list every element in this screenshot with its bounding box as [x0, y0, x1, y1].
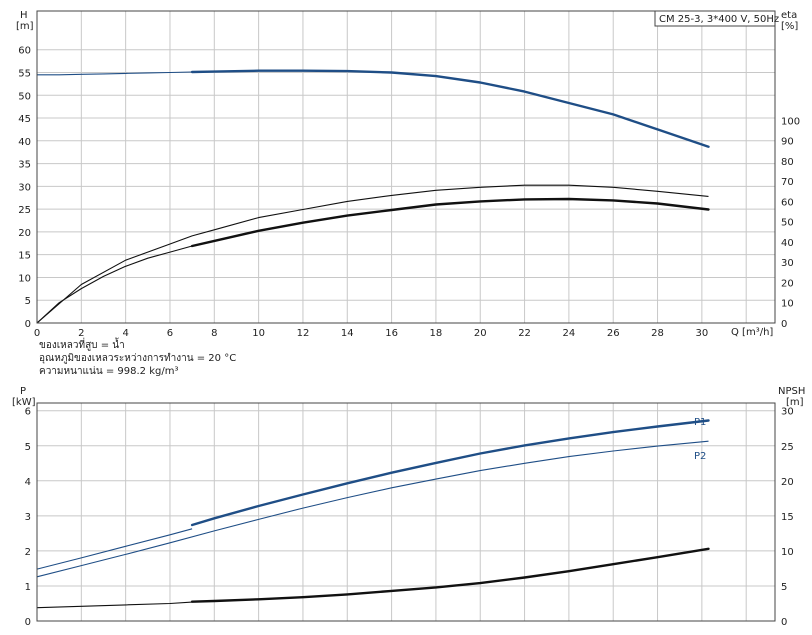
- chart-title: CM 25-3, 3*400 V, 50Hz: [659, 14, 779, 25]
- p1-curve-thin: [36, 528, 193, 570]
- x-tick-label: 26: [607, 328, 620, 339]
- left-tick-label: 4: [25, 477, 31, 488]
- right-tick-label: 70: [781, 177, 794, 188]
- x-tick-label: 18: [430, 328, 443, 339]
- x-tick-label: 16: [385, 328, 398, 339]
- top-plot-grid: [37, 11, 775, 323]
- x-tick-label: 22: [518, 328, 531, 339]
- left-tick-label: 15: [18, 251, 31, 262]
- right-tick-label: 5: [781, 582, 787, 593]
- p2-curve-thin: [36, 440, 709, 578]
- x-tick-label: 10: [252, 328, 265, 339]
- right-tick-label: 40: [781, 238, 794, 249]
- eta-curve-thin: [36, 245, 193, 324]
- x-tick-label: 8: [211, 328, 217, 339]
- right-tick-label: 50: [781, 218, 794, 229]
- left-tick-label: 60: [18, 46, 31, 57]
- eta-axis-unit: [%]: [781, 21, 798, 32]
- right-tick-label: 100: [781, 116, 800, 127]
- right-tick-label: 20: [781, 278, 794, 289]
- x-tick-label: 4: [122, 328, 128, 339]
- annotation-temperature: อุณหภูมิของเหลวระหว่างการทำงาน = 20 °C: [39, 353, 236, 364]
- top-plot-frame: [36, 10, 776, 324]
- eta_outer-curve-thin: [36, 184, 709, 324]
- left-tick-label: 40: [18, 137, 31, 148]
- left-tick-label: 5: [25, 296, 31, 307]
- x-tick-label: 14: [341, 328, 354, 339]
- annotation-fluid: ของเหลวที่สูบ = น้ำ: [39, 337, 125, 351]
- right-tick-label: 20: [781, 477, 794, 488]
- right-tick-label: 90: [781, 137, 794, 148]
- left-tick-label: 0: [25, 319, 31, 330]
- right-tick-label: 60: [781, 197, 794, 208]
- curves: [36, 69, 710, 609]
- left-tick-label: 20: [18, 228, 31, 239]
- p-axis-label: P: [20, 386, 26, 397]
- right-tick-label: 30: [781, 407, 794, 418]
- right-tick-label: 25: [781, 442, 794, 453]
- x-tick-label: 2: [78, 328, 84, 339]
- x-tick-label: 20: [474, 328, 487, 339]
- npsh-curve-thin: [36, 601, 193, 609]
- left-tick-label: 3: [25, 512, 31, 523]
- bottom-plot-grid: [37, 403, 775, 621]
- npsh-axis-label: NPSH: [778, 386, 805, 397]
- right-tick-label: 80: [781, 157, 794, 168]
- h-axis-label: H: [20, 10, 28, 21]
- right-tick-label: 0: [781, 617, 787, 628]
- q-axis-label: Q [m³/h]: [731, 327, 773, 338]
- annotation-density: ความหนาแน่น = 998.2 kg/m³: [39, 366, 178, 377]
- left-tick-label: 0: [25, 617, 31, 628]
- left-tick-label: 1: [25, 582, 31, 593]
- p-axis-unit: [kW]: [12, 397, 36, 408]
- right-tick-label: 30: [781, 258, 794, 269]
- npsh-curve-thick: [190, 547, 710, 603]
- h-curve-thin: [37, 71, 193, 76]
- left-tick-label: 2: [25, 547, 31, 558]
- left-tick-label: 55: [18, 68, 31, 79]
- left-tick-label: 50: [18, 91, 31, 102]
- left-tick-label: 10: [18, 273, 31, 284]
- x-tick-label: 30: [695, 328, 708, 339]
- bottom-plot-frame: [36, 402, 776, 622]
- left-tick-label: 45: [18, 114, 31, 125]
- p2-series-label: P2: [694, 451, 706, 462]
- left-tick-label: 5: [25, 442, 31, 453]
- p1-series-label: P1: [694, 417, 706, 428]
- p1-curve-thick: [190, 419, 710, 527]
- right-tick-label: 10: [781, 299, 794, 310]
- tick-labels: 0510152025303540455055600102030405060708…: [18, 46, 800, 628]
- left-tick-label: 30: [18, 182, 31, 193]
- x-tick-label: 12: [297, 328, 310, 339]
- eta-curve-thick: [190, 197, 710, 248]
- left-tick-label: 25: [18, 205, 31, 216]
- right-tick-label: 10: [781, 547, 794, 558]
- h-curve-thick: [190, 69, 710, 148]
- left-tick-label: 6: [25, 407, 31, 418]
- left-tick-label: 35: [18, 160, 31, 171]
- h-axis-unit: [m]: [16, 21, 34, 32]
- x-tick-label: 0: [34, 328, 40, 339]
- eta-axis-label: eta: [781, 10, 797, 21]
- x-tick-label: 28: [651, 328, 664, 339]
- x-tick-label: 24: [563, 328, 576, 339]
- title-box: [654, 10, 776, 27]
- npsh-axis-unit: [m]: [786, 397, 804, 408]
- right-tick-label: 0: [781, 319, 787, 330]
- right-tick-label: 15: [781, 512, 794, 523]
- x-tick-label: 6: [167, 328, 173, 339]
